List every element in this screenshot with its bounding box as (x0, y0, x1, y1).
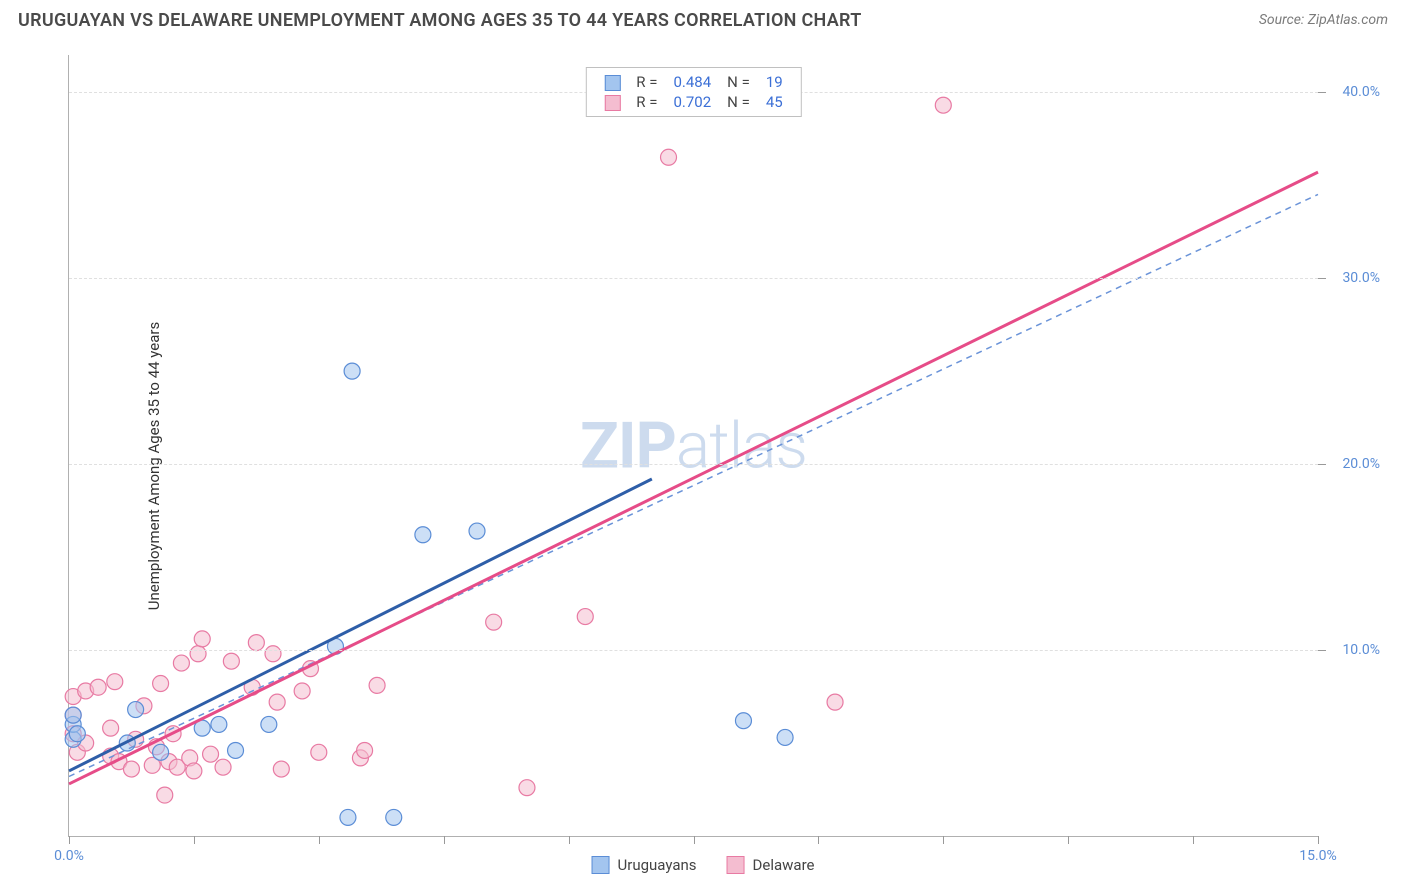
scatter-point (577, 609, 593, 625)
scatter-point (190, 646, 206, 662)
trend-line (69, 172, 1318, 784)
legend-swatch (592, 856, 610, 874)
x-tick (1318, 836, 1319, 844)
y-tick-label: 40.0% (1342, 84, 1380, 100)
scatter-point (935, 97, 951, 113)
scatter-point (294, 683, 310, 699)
y-tick (1318, 278, 1326, 279)
scatter-point (344, 363, 360, 379)
scatter-point (157, 787, 173, 803)
x-tick (694, 836, 695, 844)
scatter-point (486, 614, 502, 630)
scatter-point (123, 761, 139, 777)
scatter-point (777, 729, 793, 745)
x-tick-label: 0.0% (54, 848, 84, 864)
legend-r-label: R = (628, 92, 665, 112)
scatter-point (357, 742, 373, 758)
scatter-point (340, 809, 356, 825)
scatter-point (827, 694, 843, 710)
scatter-point (173, 655, 189, 671)
scatter-point (107, 674, 123, 690)
y-tick (1318, 92, 1326, 93)
x-tick-label: 15.0% (1299, 848, 1337, 864)
scatter-point (369, 677, 385, 693)
legend-row: R =0.702N =45 (596, 92, 790, 112)
scatter-point (415, 527, 431, 543)
legend-n-value: 19 (758, 72, 791, 92)
scatter-point (248, 635, 264, 651)
plot-area: ZIPatlas R =0.484N =19R =0.702N =45 10.0… (68, 55, 1318, 837)
chart-title: URUGUAYAN VS DELAWARE UNEMPLOYMENT AMONG… (18, 10, 862, 31)
legend-item: Uruguayans (592, 856, 697, 874)
legend-item: Delaware (727, 856, 815, 874)
x-tick (943, 836, 944, 844)
scatter-point (223, 653, 239, 669)
legend-label: Delaware (753, 856, 815, 874)
legend-row: R =0.484N =19 (596, 72, 790, 92)
x-tick (444, 836, 445, 844)
scatter-svg (69, 55, 1318, 836)
scatter-point (69, 726, 85, 742)
legend-label: Uruguayans (618, 856, 697, 874)
x-tick (69, 836, 70, 844)
gridline (69, 278, 1318, 279)
scatter-point (469, 523, 485, 539)
scatter-point (265, 646, 281, 662)
scatter-point (65, 707, 81, 723)
legend-r-value: 0.702 (665, 92, 719, 112)
legend-swatch (604, 95, 620, 111)
scatter-point (153, 744, 169, 760)
legend-swatch (604, 75, 620, 91)
scatter-point (386, 809, 402, 825)
legend-series: Uruguayans Delaware (592, 856, 815, 874)
legend-swatch (727, 856, 745, 874)
scatter-point (215, 759, 231, 775)
scatter-point (261, 716, 277, 732)
scatter-point (103, 720, 119, 736)
gridline (69, 650, 1318, 651)
scatter-point (90, 679, 106, 695)
legend-n-label: N = (719, 92, 758, 112)
legend-n-value: 45 (758, 92, 791, 112)
scatter-point (273, 761, 289, 777)
scatter-point (735, 713, 751, 729)
x-tick (319, 836, 320, 844)
x-tick (818, 836, 819, 844)
scatter-point (228, 742, 244, 758)
scatter-point (311, 744, 327, 760)
scatter-point (203, 746, 219, 762)
legend-correlation: R =0.484N =19R =0.702N =45 (585, 67, 801, 117)
source-label: Source: ZipAtlas.com (1259, 12, 1388, 28)
scatter-point (194, 631, 210, 647)
chart-header: URUGUAYAN VS DELAWARE UNEMPLOYMENT AMONG… (18, 10, 1388, 40)
scatter-point (519, 780, 535, 796)
y-tick-label: 10.0% (1342, 642, 1380, 658)
scatter-point (186, 763, 202, 779)
scatter-point (269, 694, 285, 710)
legend-r-value: 0.484 (665, 72, 719, 92)
gridline (69, 464, 1318, 465)
x-tick (1068, 836, 1069, 844)
x-tick (569, 836, 570, 844)
scatter-point (661, 149, 677, 165)
y-tick (1318, 650, 1326, 651)
y-tick (1318, 464, 1326, 465)
x-tick (194, 836, 195, 844)
y-tick-label: 20.0% (1342, 456, 1380, 472)
x-tick (1193, 836, 1194, 844)
trend-line (69, 479, 652, 771)
scatter-point (128, 702, 144, 718)
legend-r-label: R = (628, 72, 665, 92)
legend-n-label: N = (719, 72, 758, 92)
y-tick-label: 30.0% (1342, 270, 1380, 286)
scatter-point (211, 716, 227, 732)
scatter-point (153, 676, 169, 692)
chart-wrap: Unemployment Among Ages 35 to 44 years Z… (18, 45, 1388, 887)
